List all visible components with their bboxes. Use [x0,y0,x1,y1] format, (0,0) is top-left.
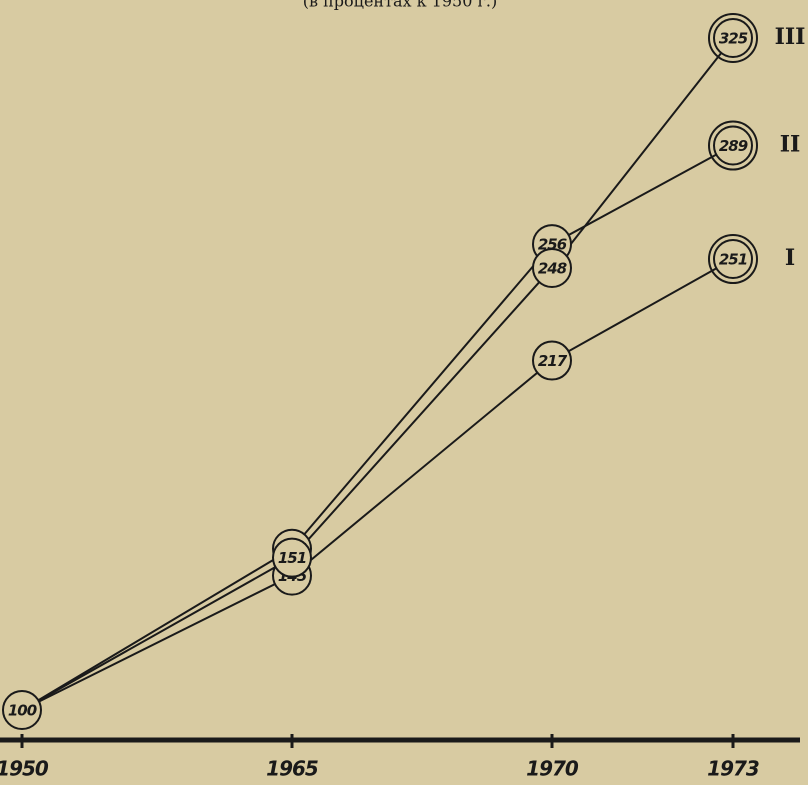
point-marker [713,239,753,280]
series-line [21,258,734,711]
data-label: 100 [8,702,37,720]
series-label: III [775,24,806,50]
data-label: 217 [538,352,568,370]
point-marker [532,340,572,381]
point-marker [2,690,42,730]
point-marker [532,247,572,288]
data-label: 248 [538,259,567,277]
x-tick-label: 1950 [0,757,49,781]
point-marker [713,125,753,166]
point-ring [708,120,758,171]
point-ring [708,234,758,285]
x-tick-label: 1973 [707,757,759,781]
series-line [21,144,734,711]
x-tick-label: 1970 [526,757,579,781]
data-label: 256 [538,236,567,254]
point-marker [272,537,312,578]
series-label: I [785,245,795,271]
data-label: 289 [719,137,748,155]
chart-subtitle: (в процентах к 1950 г.) [303,0,497,11]
data-label: 151 [278,549,306,567]
point-marker [713,18,753,58]
x-tick-label: 1965 [266,757,318,781]
series-line [21,37,734,711]
series-label: II [780,132,801,158]
data-label: 325 [719,30,748,48]
data-label: 251 [719,251,747,269]
point-ring [708,13,758,63]
